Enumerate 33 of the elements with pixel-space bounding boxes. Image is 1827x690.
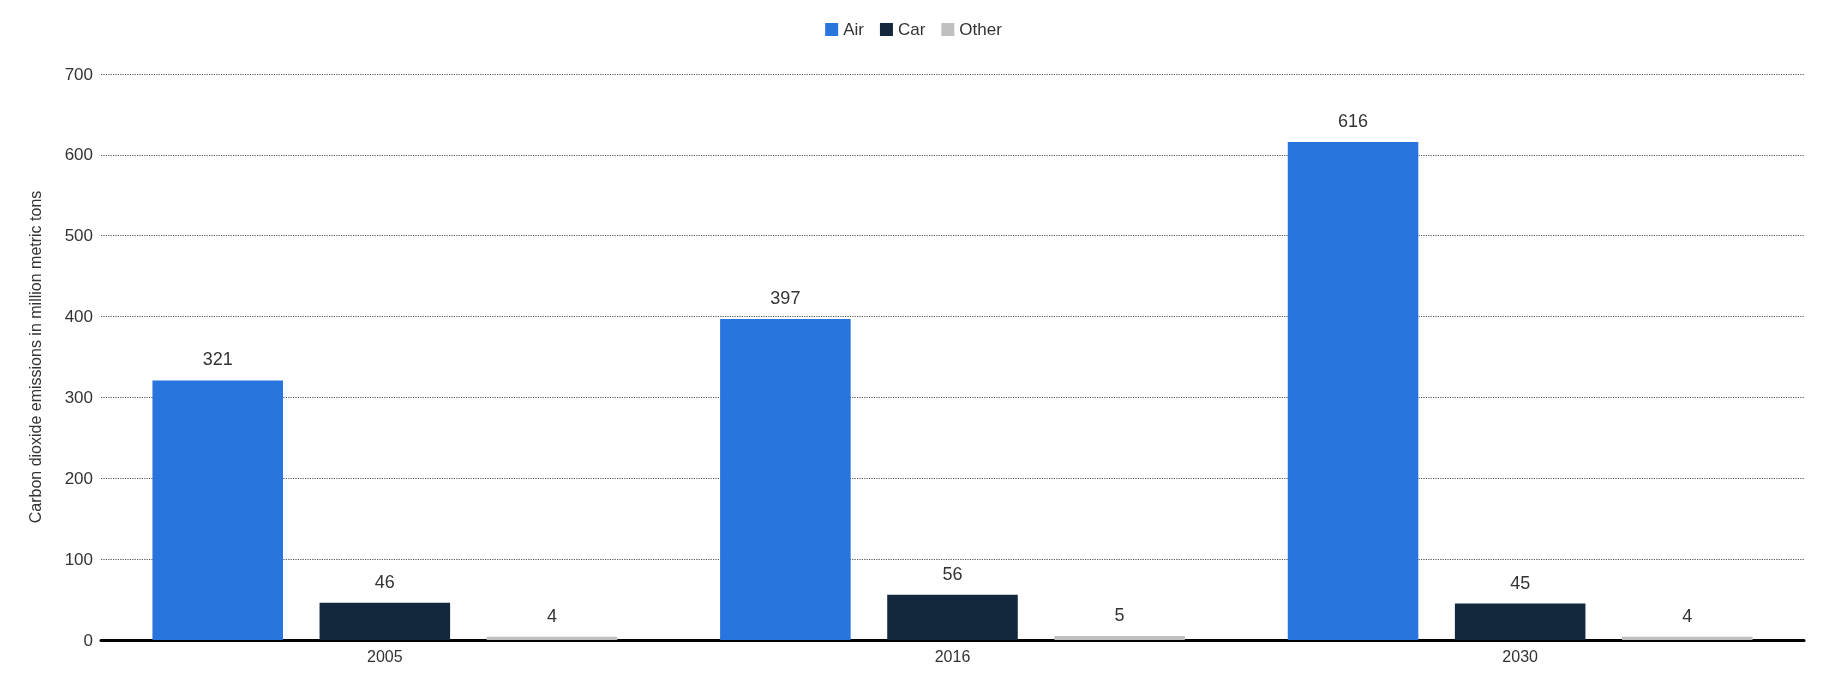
y-tick-label: 600 <box>64 145 93 165</box>
data-label: 4 <box>1682 605 1693 626</box>
legend-label: Car <box>897 20 926 39</box>
data-label: 4 <box>546 605 557 626</box>
data-label: 45 <box>1510 572 1531 593</box>
bar <box>1622 636 1753 640</box>
legend-label: Air <box>843 20 865 39</box>
bar <box>152 380 283 640</box>
bar <box>1054 635 1185 640</box>
y-tick-label: 700 <box>64 64 93 84</box>
y-tick-label: 400 <box>64 307 93 327</box>
bar <box>720 319 851 640</box>
legend-label: Other <box>959 20 1003 39</box>
y-tick-label: 500 <box>64 226 93 246</box>
bar <box>1287 141 1419 640</box>
data-label: 5 <box>1114 604 1125 625</box>
bar <box>486 636 618 640</box>
bar <box>319 602 451 640</box>
x-tick-label: 2016 <box>934 647 971 665</box>
data-label: 56 <box>942 563 963 584</box>
y-tick-label: 200 <box>64 468 93 488</box>
bar <box>1454 603 1586 640</box>
data-label: 616 <box>1338 110 1369 131</box>
y-tick-label: 100 <box>64 549 93 569</box>
bar <box>887 594 1018 640</box>
y-tick-label: 0 <box>83 630 93 650</box>
data-label: 397 <box>770 288 801 308</box>
x-tick-label: 2005 <box>367 647 403 665</box>
x-tick-label: 2030 <box>1502 647 1539 665</box>
data-label: 321 <box>202 349 233 370</box>
data-label: 46 <box>374 571 395 592</box>
y-axis-title: Carbon dioxide emissions in million metric tons <box>26 190 44 524</box>
y-tick-label: 300 <box>64 387 93 407</box>
